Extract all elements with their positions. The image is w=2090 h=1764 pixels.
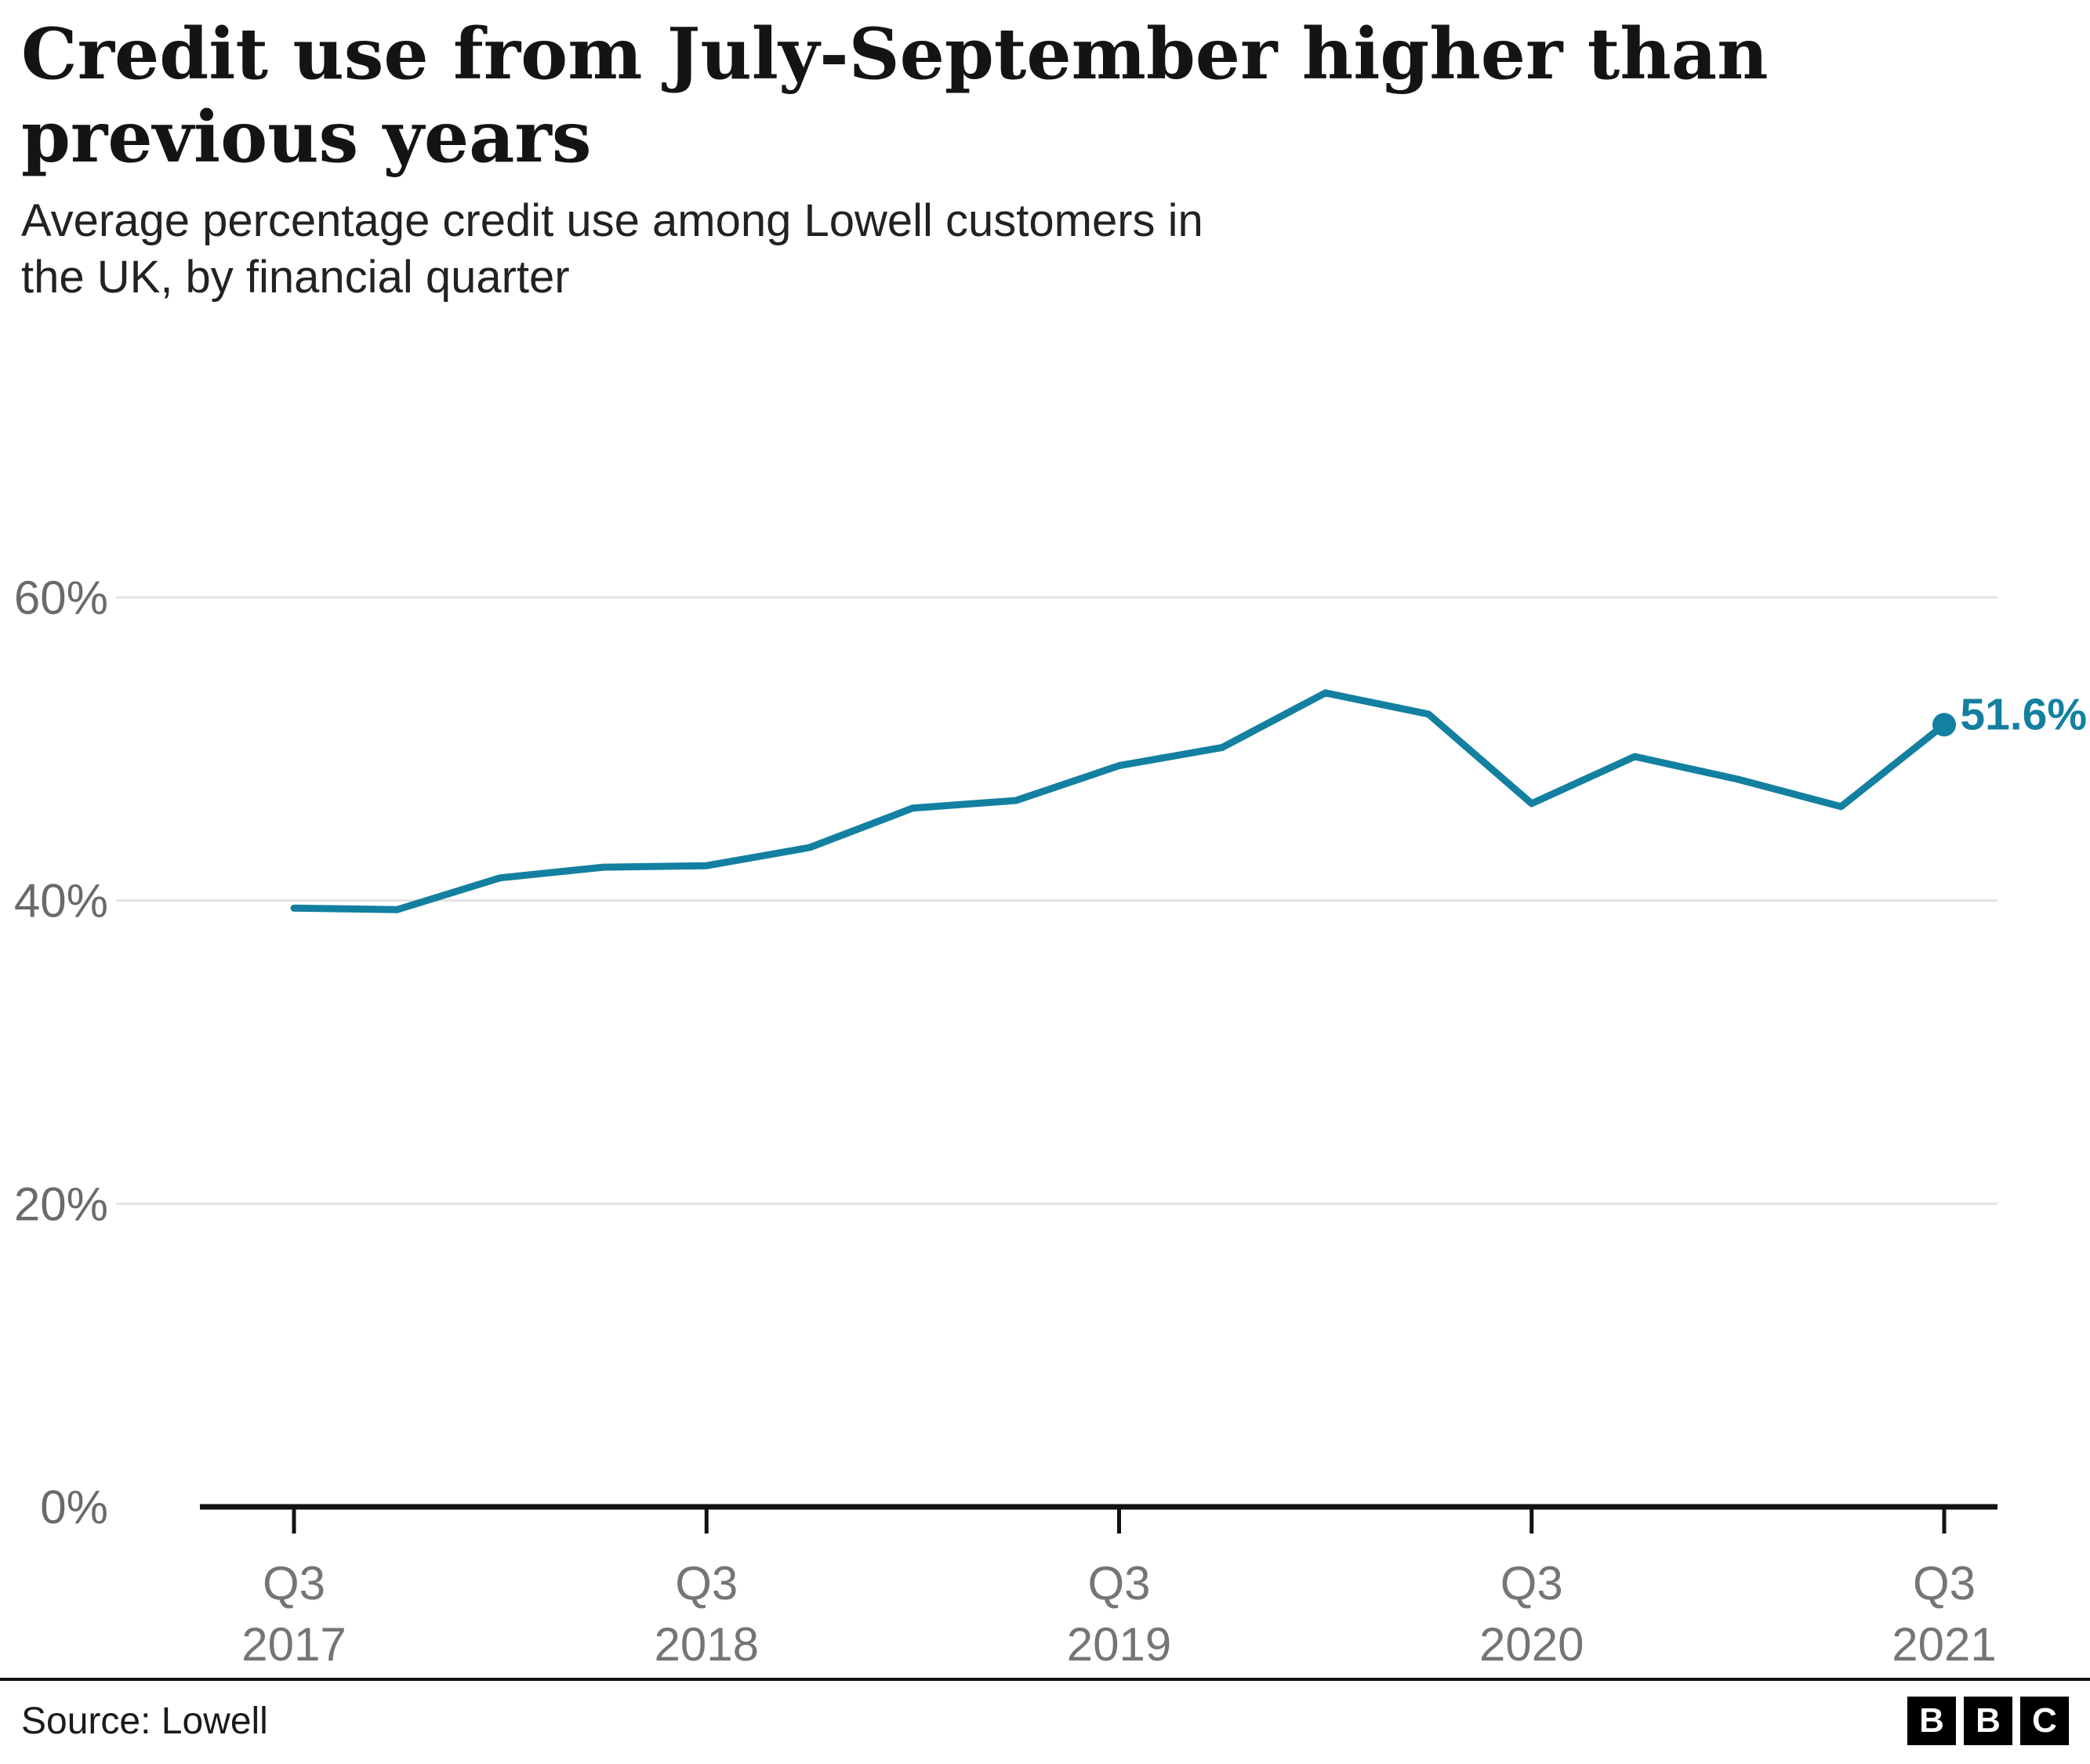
x-tick-label: Q3 bbox=[1500, 1557, 1563, 1610]
y-tick-label: 20% bbox=[14, 1178, 108, 1231]
x-tick-label: Q3 bbox=[1913, 1557, 1976, 1610]
y-tick-label: 40% bbox=[14, 875, 108, 927]
chart-subtitle: Average percentage credit use among Lowe… bbox=[21, 195, 1203, 303]
end-point-dot bbox=[1932, 713, 1956, 737]
end-point-label: 51.6% bbox=[1960, 690, 2087, 740]
x-tick-label: 2021 bbox=[1892, 1618, 1996, 1671]
x-tick-label: 2017 bbox=[241, 1618, 346, 1671]
x-tick-label: 2019 bbox=[1067, 1618, 1171, 1671]
x-tick-label: 2018 bbox=[655, 1618, 759, 1671]
y-tick-label: 0% bbox=[40, 1481, 108, 1534]
chart-footer: Source: Lowell B B C bbox=[0, 1678, 2090, 1764]
bbc-logo-letter: B bbox=[1964, 1697, 2012, 1745]
chart-header: Credit use from July-September higher th… bbox=[0, 0, 2090, 306]
bbc-logo-letter: C bbox=[2020, 1697, 2069, 1745]
x-tick-label: Q3 bbox=[263, 1557, 325, 1610]
chart-title: Credit use from July-September higher th… bbox=[21, 13, 1769, 180]
x-tick-label: Q3 bbox=[1087, 1557, 1150, 1610]
line-chart: 0% 20% 40% 60% Q3 2017 Q3 2018 Q3 2019 Q3 2020 Q3 202… bbox=[14, 572, 2087, 1671]
y-tick-label: 60% bbox=[14, 572, 108, 624]
x-tick-label: 2020 bbox=[1479, 1618, 1584, 1671]
x-tick-label: Q3 bbox=[675, 1557, 738, 1610]
bbc-logo-letter: B bbox=[1907, 1697, 1956, 1745]
data-line bbox=[290, 689, 1948, 913]
bbc-logo: B B C bbox=[1907, 1697, 2069, 1745]
source-label: Source: Lowell bbox=[21, 1700, 268, 1742]
